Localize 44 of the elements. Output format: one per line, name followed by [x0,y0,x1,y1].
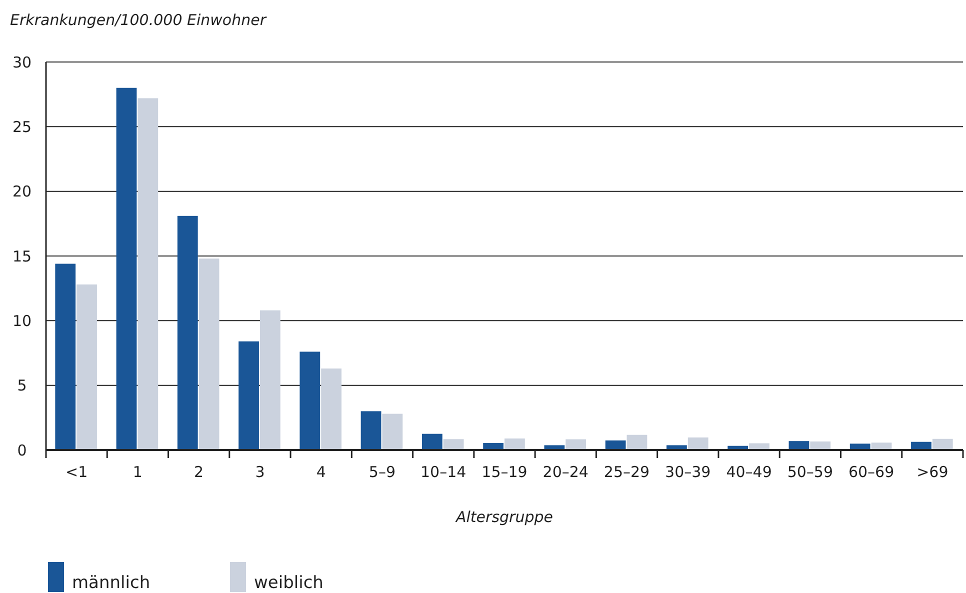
x-tick-label: <1 [66,463,88,481]
y-tick-label: 5 [17,376,27,395]
x-tick-label: 30–39 [665,463,711,481]
x-tick-label: 5–9 [368,463,396,481]
bar [360,411,382,450]
x-axis-title: Altersgruppe [455,508,553,526]
x-tick-label: 1 [132,463,142,481]
x-tick-label: 25–29 [604,463,650,481]
bar [300,352,320,450]
x-tick-label: 40–49 [726,463,772,481]
bar [177,216,198,450]
legend-label: weiblich [254,573,324,593]
y-tick-label: 15 [12,247,32,266]
bar [688,437,708,450]
x-tick-label: 50–59 [787,463,834,481]
y-tick-label: 25 [12,118,32,136]
bar [443,439,464,450]
bar [55,264,76,450]
y-tick-label: 20 [12,182,32,201]
bar [382,414,403,450]
bar [932,438,953,450]
x-tick-label: 10–14 [420,463,466,481]
x-tick-label: >69 [916,463,948,481]
bar [504,438,525,450]
y-axis-title: Erkrankungen/100.000 Einwohner [10,11,267,29]
x-tick-label: 3 [255,463,265,481]
x-tick-label: 20–24 [542,463,588,481]
y-tick-label: 0 [17,441,27,460]
x-tick-label: 4 [316,463,326,481]
legend-label: männlich [72,573,150,593]
bar [116,88,137,450]
x-tick-label: 15–19 [482,463,528,481]
bar [321,368,342,450]
bar [198,258,220,450]
y-tick-label: 30 [12,53,32,72]
bar [76,284,97,450]
bar [138,98,158,450]
x-tick-label: 60–69 [848,463,894,481]
bar [238,341,259,450]
bar [260,310,280,450]
x-tick-label: 2 [194,463,204,481]
bar [626,434,648,450]
bar [422,434,442,450]
y-tick-label: 10 [12,312,32,330]
